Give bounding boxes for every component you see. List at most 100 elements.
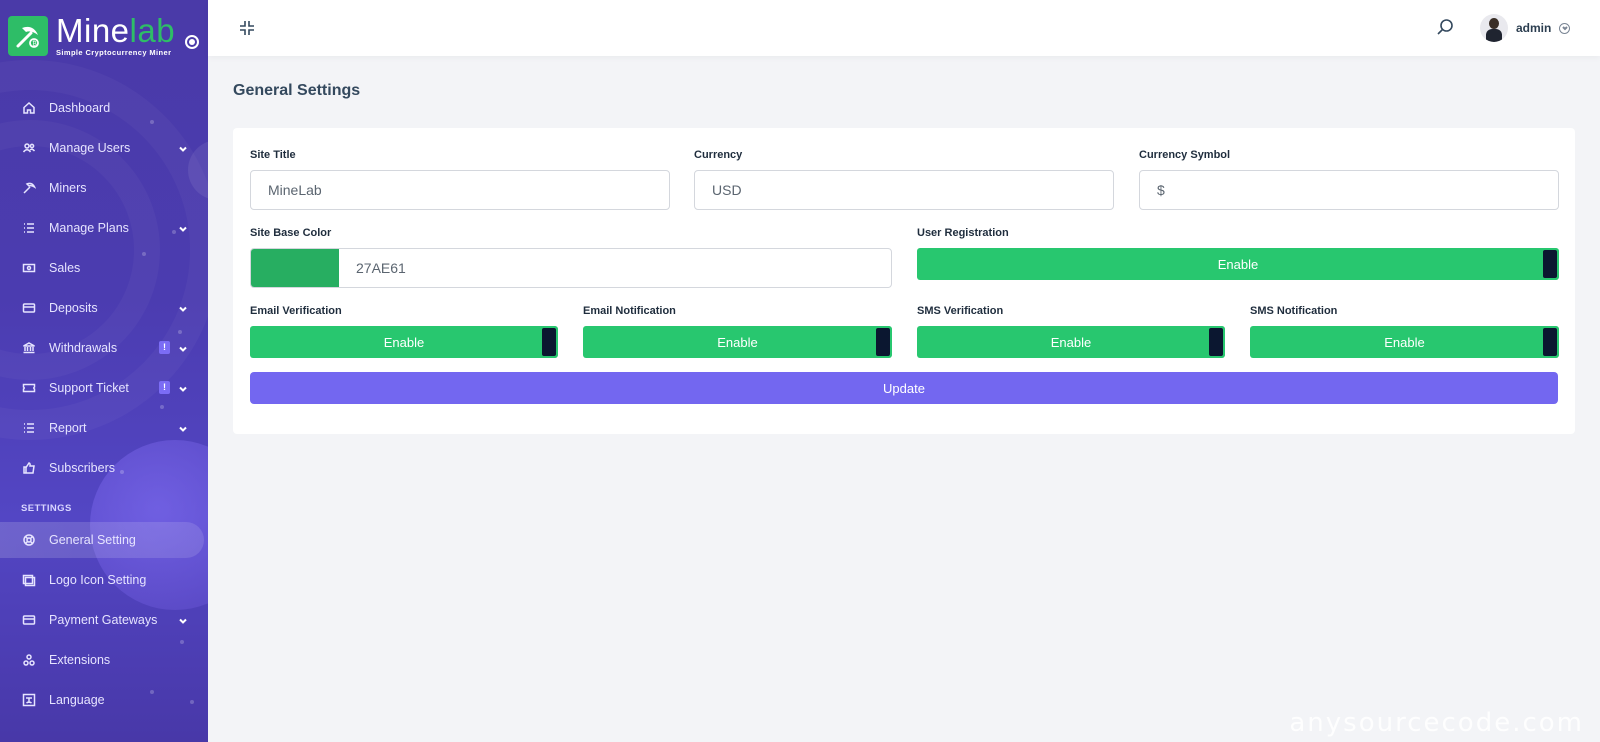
site-base-color-label: Site Base Color xyxy=(250,227,332,239)
sidebar-item-label: Sales xyxy=(49,261,81,275)
toggle-knob xyxy=(540,326,558,358)
currency-field: Currency USD xyxy=(694,149,1114,210)
language-icon xyxy=(22,693,36,707)
sidebar-item-language[interactable]: Language xyxy=(0,680,208,720)
sidebar-item-payment-gateways[interactable]: Payment Gateways xyxy=(0,600,208,640)
sidebar-item-manage-plans[interactable]: Manage Plans xyxy=(0,208,208,248)
sidebar-item-label: Subscribers xyxy=(49,461,115,475)
life-ring-icon xyxy=(22,533,36,547)
toggle-knob xyxy=(1207,326,1225,358)
toggle-state-label: Enable xyxy=(1050,334,1092,350)
search-icon[interactable] xyxy=(1436,18,1454,36)
email-notification-toggle[interactable]: Enable xyxy=(583,326,892,358)
brand-logo[interactable]: ₿ Minelab Simple Cryptocurrency Miner xyxy=(8,14,175,58)
user-name: admin xyxy=(1516,21,1552,35)
sidebar-item-label: Manage Plans xyxy=(49,221,129,235)
sidebar-item-general-setting[interactable]: General Setting xyxy=(0,522,204,558)
credit-card-icon xyxy=(22,301,36,315)
page-title: General Settings xyxy=(233,82,361,99)
toggle-knob xyxy=(1541,326,1559,358)
avatar xyxy=(1480,14,1508,42)
chevron-down-icon xyxy=(178,343,188,353)
chevron-down-icon xyxy=(1559,22,1571,34)
ticket-icon xyxy=(22,381,36,395)
sms-verification-toggle[interactable]: Enable xyxy=(917,326,1225,358)
sidebar-item-manage-users[interactable]: Manage Users xyxy=(0,128,208,168)
list-icon xyxy=(22,421,36,435)
site-title-label: Site Title xyxy=(250,149,296,161)
svg-text:₿: ₿ xyxy=(32,40,37,47)
email-notification-label: Email Notification xyxy=(583,305,676,317)
list-icon xyxy=(22,221,36,235)
sidebar-item-sales[interactable]: Sales xyxy=(0,248,208,288)
site-base-color-value[interactable]: 27AE61 xyxy=(356,260,406,276)
toggle-knob xyxy=(1541,248,1559,280)
sidebar-item-label: Support Ticket xyxy=(49,381,129,395)
sidebar-item-label: Payment Gateways xyxy=(49,613,158,627)
email-verification-field: Email Verification Enable xyxy=(250,305,558,358)
users-icon xyxy=(22,141,36,155)
color-picker-swatch[interactable] xyxy=(251,249,339,287)
sms-notification-field: SMS Notification Enable xyxy=(1250,305,1559,358)
user-registration-field: User Registration Enable xyxy=(917,227,1559,280)
user-registration-toggle[interactable]: Enable xyxy=(917,248,1559,280)
sidebar-item-extensions[interactable]: Extensions xyxy=(0,640,208,680)
sidebar-item-label: Manage Users xyxy=(49,141,131,155)
sidebar-item-subscribers[interactable]: Subscribers xyxy=(0,448,208,488)
currency-input[interactable]: USD xyxy=(694,170,1114,210)
sidebar-item-label: Dashboard xyxy=(49,101,111,115)
home-icon xyxy=(22,101,36,115)
sidebar-item-support-ticket[interactable]: Support Ticket ! xyxy=(0,368,208,408)
toggle-state-label: Enable xyxy=(383,334,425,350)
sms-verification-label: SMS Verification xyxy=(917,305,1004,317)
sidebar-item-dashboard[interactable]: Dashboard xyxy=(0,88,208,128)
sidebar-item-deposits[interactable]: Deposits xyxy=(0,288,208,328)
sidebar-item-report[interactable]: Report xyxy=(0,408,208,448)
pickaxe-icon xyxy=(22,181,36,195)
money-icon xyxy=(22,261,36,275)
sidebar-item-label: Miners xyxy=(49,181,87,195)
thumbs-up-icon xyxy=(22,461,36,475)
sidebar-item-withdrawals[interactable]: Withdrawals ! xyxy=(0,328,208,368)
chevron-down-icon xyxy=(178,383,188,393)
sidebar: ₿ Minelab Simple Cryptocurrency Miner Da… xyxy=(0,0,208,742)
currency-symbol-field: Currency Symbol $ xyxy=(1139,149,1559,210)
currency-symbol-input[interactable]: $ xyxy=(1139,170,1559,210)
site-base-color-input[interactable]: 27AE61 xyxy=(250,248,892,288)
images-icon xyxy=(22,573,36,587)
email-verification-label: Email Verification xyxy=(250,305,342,317)
sidebar-toggle-icon[interactable] xyxy=(185,35,199,49)
sidebar-item-miners[interactable]: Miners xyxy=(0,168,208,208)
sidebar-menu: Dashboard Manage Users Miners Manage Pla… xyxy=(0,88,208,720)
sidebar-item-label: Withdrawals xyxy=(49,341,118,355)
email-verification-toggle[interactable]: Enable xyxy=(250,326,558,358)
sidebar-section-settings: SETTINGS xyxy=(21,503,72,514)
sidebar-item-logo-icon-setting[interactable]: Logo Icon Setting xyxy=(0,560,208,600)
sidebar-item-label: Language xyxy=(49,693,105,707)
currency-label: Currency xyxy=(694,149,743,161)
user-menu[interactable]: admin xyxy=(1480,13,1571,43)
sms-notification-label: SMS Notification xyxy=(1250,305,1338,317)
update-button[interactable]: Update xyxy=(250,372,1558,404)
email-notification-field: Email Notification Enable xyxy=(583,305,892,358)
chevron-down-icon xyxy=(178,423,188,433)
toggle-knob xyxy=(874,326,892,358)
site-title-input[interactable]: MineLab xyxy=(250,170,670,210)
toggle-state-label: Enable xyxy=(1217,256,1259,272)
bank-icon xyxy=(22,341,36,355)
sms-verification-field: SMS Verification Enable xyxy=(917,305,1225,358)
site-base-color-field: Site Base Color 27AE61 xyxy=(250,227,892,288)
chevron-down-icon xyxy=(178,223,188,233)
site-title-field: Site Title MineLab xyxy=(250,149,670,210)
sms-notification-toggle[interactable]: Enable xyxy=(1250,326,1559,358)
brand-name: Minelab xyxy=(56,11,176,49)
chevron-down-icon xyxy=(178,303,188,313)
sidebar-item-label: Logo Icon Setting xyxy=(49,573,147,587)
pickaxe-logo-icon: ₿ xyxy=(8,16,48,56)
toggle-state-label: Enable xyxy=(717,334,758,350)
credit-card-icon xyxy=(22,613,36,627)
alert-badge: ! xyxy=(159,381,170,394)
compress-icon[interactable] xyxy=(238,19,256,37)
currency-symbol-label: Currency Symbol xyxy=(1139,149,1231,161)
sidebar-item-label: Deposits xyxy=(49,301,98,315)
